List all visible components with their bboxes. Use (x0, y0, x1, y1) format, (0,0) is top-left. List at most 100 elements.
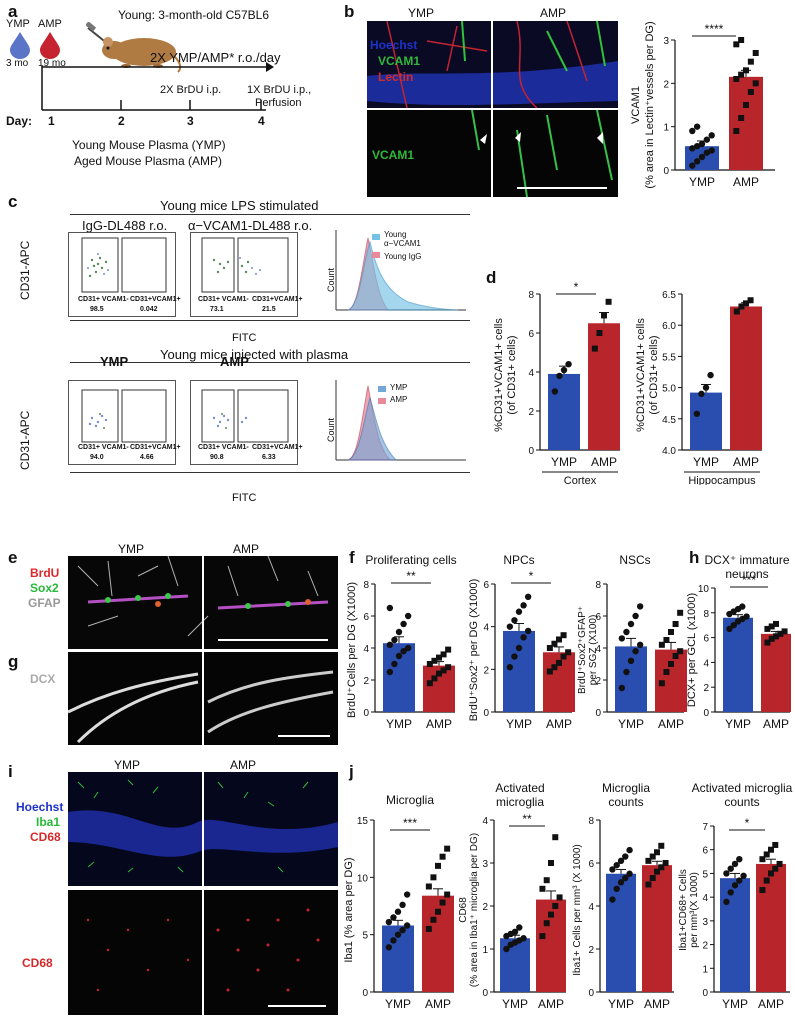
g2-pos-val: 21.5 (262, 306, 276, 313)
e-brdu: BrdU (30, 566, 60, 580)
i-ymp: YMP (114, 758, 141, 772)
panel-label-c: c (8, 192, 18, 211)
data-point (556, 372, 563, 380)
data-point (543, 877, 550, 884)
i-cd68-2: CD68 (22, 956, 53, 970)
data-point (743, 102, 749, 108)
i-cd68-image (68, 890, 338, 1015)
data-point (658, 864, 665, 871)
data-point (738, 303, 745, 310)
data-point (662, 860, 669, 866)
hist1-leg-young-2: α−VCAM1 (384, 239, 421, 248)
panel-label-j: j (349, 762, 354, 781)
histogram-lps (335, 230, 466, 311)
x-tick-label: AMP (426, 717, 452, 731)
y-tick-label: 2 (363, 676, 369, 687)
bar-ymp (548, 373, 580, 450)
chart-title: Microglia (602, 781, 650, 795)
hippocampus-label: Hippocampus (688, 475, 756, 485)
data-point (560, 653, 567, 660)
data-point (395, 628, 403, 636)
day-2: 2 (118, 114, 125, 128)
panel-label-f: f (349, 548, 355, 567)
data-point (445, 646, 452, 653)
y-tick-label: 8 (703, 609, 709, 620)
data-point (430, 916, 437, 923)
data-point (552, 903, 559, 909)
ymp-tube-label: YMP (6, 18, 30, 30)
data-point (747, 297, 754, 304)
data-point (435, 862, 441, 869)
axis-label: CD68 (458, 897, 469, 923)
cortex-label: Cortex (564, 475, 597, 485)
data-point (627, 620, 635, 628)
data-point (747, 89, 754, 95)
y-tick-label: 1 (663, 123, 669, 134)
g-dcx: DCX (30, 672, 56, 686)
y-tick-label: 10 (698, 584, 710, 595)
data-point (400, 648, 407, 655)
data-point (565, 361, 572, 368)
x-tick-label: AMP (546, 717, 572, 731)
data-point (385, 918, 393, 926)
axis-label: (of CD31+ cells) (648, 335, 660, 414)
chart-title: Activated microglia (692, 781, 793, 795)
data-point (551, 388, 559, 395)
data-point (601, 312, 607, 319)
axis-label: Iba1+CD68+ Cells (678, 869, 689, 951)
y-tick-label: 8 (588, 816, 594, 827)
data-point (645, 857, 652, 864)
significance-stars: **** (705, 22, 724, 36)
y-tick-label: 5 (702, 869, 708, 880)
data-point (668, 629, 674, 635)
data-point (764, 625, 771, 632)
data-point (693, 410, 701, 418)
data-point (654, 868, 660, 875)
data-point (730, 622, 737, 629)
data-point (658, 641, 665, 648)
e-gfap: GFAP (28, 596, 61, 610)
perfusion: Perfusion (255, 97, 302, 109)
significance-stars: ** (406, 569, 416, 583)
data-point (395, 652, 403, 660)
data-point (689, 145, 696, 152)
data-point (426, 661, 433, 667)
x-tick-label: YMP (693, 455, 719, 469)
x-tick-label: AMP (763, 717, 789, 731)
data-point (386, 604, 394, 612)
significance-stars: *** (403, 816, 417, 830)
c-title-lps: Young mice LPS stimulated (160, 198, 319, 213)
chart-j-microglia: Microglia 0 5 10 15 YMP AMP *** Iba1 (% area per… (343, 793, 454, 1011)
g4-neg: CD31+ VCAM1- (198, 444, 249, 451)
x-tick-label: YMP (385, 997, 411, 1011)
axis-label: Iba1 (% area per DG) (343, 857, 355, 962)
data-point (733, 41, 740, 48)
data-point (736, 856, 743, 863)
data-point (752, 50, 759, 56)
data-point (726, 625, 733, 633)
data-point (658, 680, 665, 687)
data-point (736, 877, 743, 884)
y-tick-label: 0 (588, 988, 594, 999)
data-point (636, 603, 644, 610)
c-axis-divider-1 (70, 320, 470, 321)
y-tick-label: 4 (703, 658, 709, 669)
data-point (622, 874, 629, 882)
c-ymp-label: YMP (100, 354, 129, 369)
x-tick-label: YMP (506, 717, 532, 731)
data-point (440, 651, 447, 658)
data-point (511, 653, 518, 660)
chart-f-nscs: NSCs 0 2 4 6 8 YMP AMP BrdU⁺Sox2⁺GFAP⁺ per SGZ (X… (577, 553, 687, 731)
g3-pos-val: 4.66 (140, 454, 154, 461)
data-point (693, 123, 701, 130)
significance-stars: *** (742, 573, 756, 587)
chart-title: Proliferating cells (365, 553, 456, 567)
data-point (622, 853, 629, 860)
x-tick-label: AMP (591, 455, 617, 469)
hist1-leg-young-1: Young (384, 230, 407, 239)
hist1-leg-igg: Young IgG (384, 252, 422, 261)
c-fitc-1: FITC (232, 332, 257, 344)
axis-label: BrdU⁺Sox2⁺ per DG (X1000) (468, 579, 480, 721)
i-merged-image (68, 772, 338, 886)
bar-amp (761, 633, 791, 712)
